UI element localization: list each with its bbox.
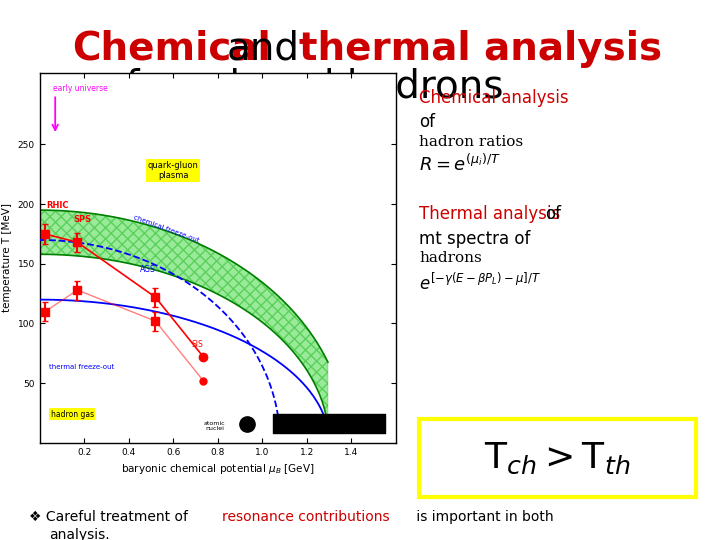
Text: SIS: SIS (191, 340, 203, 349)
X-axis label: baryonic chemical potential $\mu_B$ [GeV]: baryonic chemical potential $\mu_B$ [GeV… (121, 462, 315, 476)
Text: Thermal analysis: Thermal analysis (419, 205, 560, 223)
Text: early universe: early universe (53, 84, 108, 93)
Text: hadrons: hadrons (419, 251, 482, 265)
Text: of produced hadrons: of produced hadrons (102, 68, 503, 105)
Text: thermal freeze-out: thermal freeze-out (48, 364, 114, 370)
Text: chemical freeze-out: chemical freeze-out (133, 214, 200, 244)
Text: atomic
nuclei: atomic nuclei (204, 421, 225, 431)
Text: and: and (227, 30, 300, 68)
Text: RHIC: RHIC (46, 201, 69, 210)
Text: hadron ratios: hadron ratios (419, 135, 523, 149)
Text: quark-gluon
plasma: quark-gluon plasma (148, 161, 199, 180)
Text: is important in both: is important in both (412, 510, 554, 524)
Text: thermal analysis: thermal analysis (299, 30, 662, 68)
Text: $\mathregular{T}_{ch} > \mathregular{T}_{th}$: $\mathregular{T}_{ch} > \mathregular{T}_… (484, 440, 631, 476)
Text: SPS: SPS (73, 215, 91, 224)
Text: $e^{[-\gamma(E-\beta P_L)-\mu]/T}$: $e^{[-\gamma(E-\beta P_L)-\mu]/T}$ (419, 273, 541, 294)
FancyBboxPatch shape (419, 418, 696, 497)
Text: resonance contributions: resonance contributions (222, 510, 390, 524)
Text: hadron gas: hadron gas (50, 409, 94, 418)
Y-axis label: temperature T [MeV]: temperature T [MeV] (2, 204, 12, 312)
Text: analysis.: analysis. (49, 528, 109, 540)
Text: $R = e^{(\mu_i)/T}$: $R = e^{(\mu_i)/T}$ (419, 154, 501, 175)
Text: AGS: AGS (140, 265, 156, 274)
Text: of: of (545, 205, 561, 223)
Text: mt spectra of: mt spectra of (419, 230, 531, 247)
Text: Chemical: Chemical (72, 30, 271, 68)
Text: neutron stars: neutron stars (282, 424, 323, 429)
Text: of: of (419, 113, 435, 131)
Text: Chemical analysis: Chemical analysis (419, 89, 569, 107)
Text: ❖ Careful treatment of: ❖ Careful treatment of (29, 510, 192, 524)
